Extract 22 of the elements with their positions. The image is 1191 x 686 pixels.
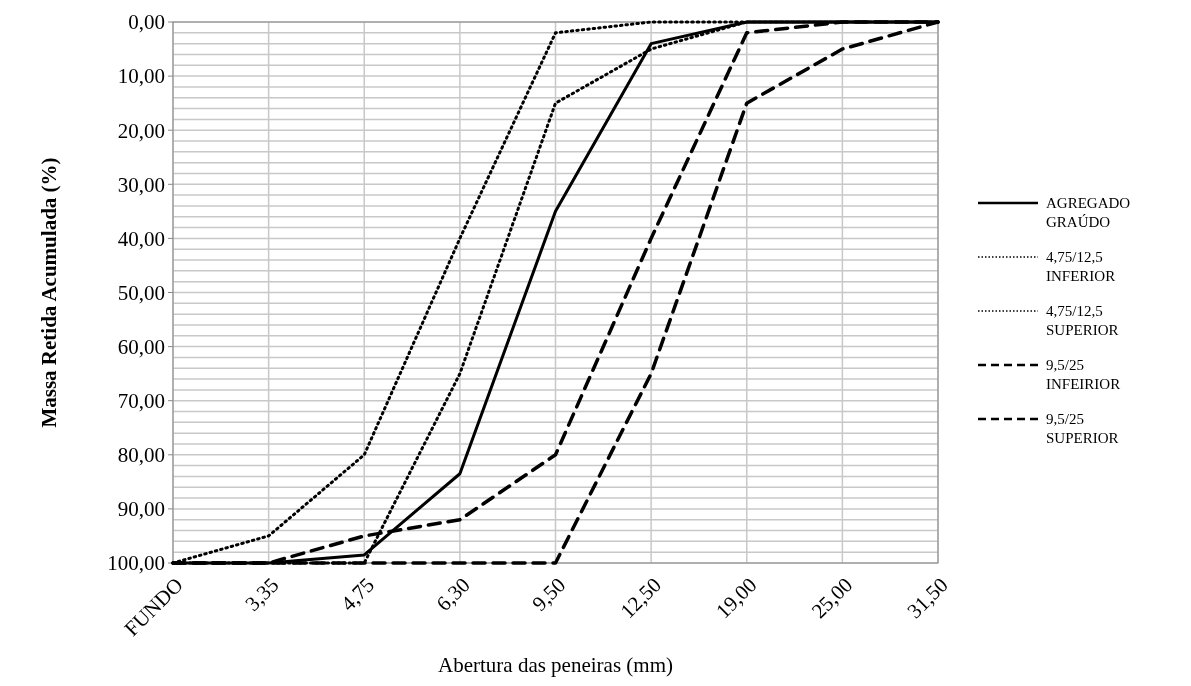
legend-label: AGREGADO GRAÚDO	[1046, 195, 1131, 231]
y-tick-label: 50,00	[117, 280, 165, 305]
y-tick-label: 80,00	[117, 443, 165, 468]
y-tick-label: 20,00	[117, 118, 165, 143]
x-tick-label: 3,35	[240, 572, 284, 616]
x-axis-title: Abertura das peneiras (mm)	[438, 653, 673, 677]
legend-label: 4,75/12,5 INFERIOR	[1046, 249, 1116, 285]
y-tick-label: 100,00	[107, 551, 165, 576]
legend-label: 9,5/25 SUPERIOR	[1046, 411, 1119, 447]
y-tick-label: 10,00	[117, 64, 165, 89]
legend-label: 9,5/25 INFEIRIOR	[1046, 357, 1121, 393]
y-tick-label: 0,00	[128, 10, 165, 35]
y-tick-label: 70,00	[117, 389, 165, 414]
x-tick-label: 6,30	[431, 572, 475, 616]
x-tick-label: 4,75	[336, 572, 379, 616]
y-tick-label: 30,00	[117, 172, 165, 197]
y-axis-title: Massa Retida Acumulada (%)	[37, 157, 61, 428]
legend-label: 4,75/12,5 SUPERIOR	[1046, 303, 1119, 339]
y-tick-label: 60,00	[117, 334, 165, 359]
x-tick-label: 9,50	[527, 572, 571, 616]
y-tick-label: 40,00	[117, 226, 165, 251]
y-tick-label: 90,00	[117, 497, 165, 522]
